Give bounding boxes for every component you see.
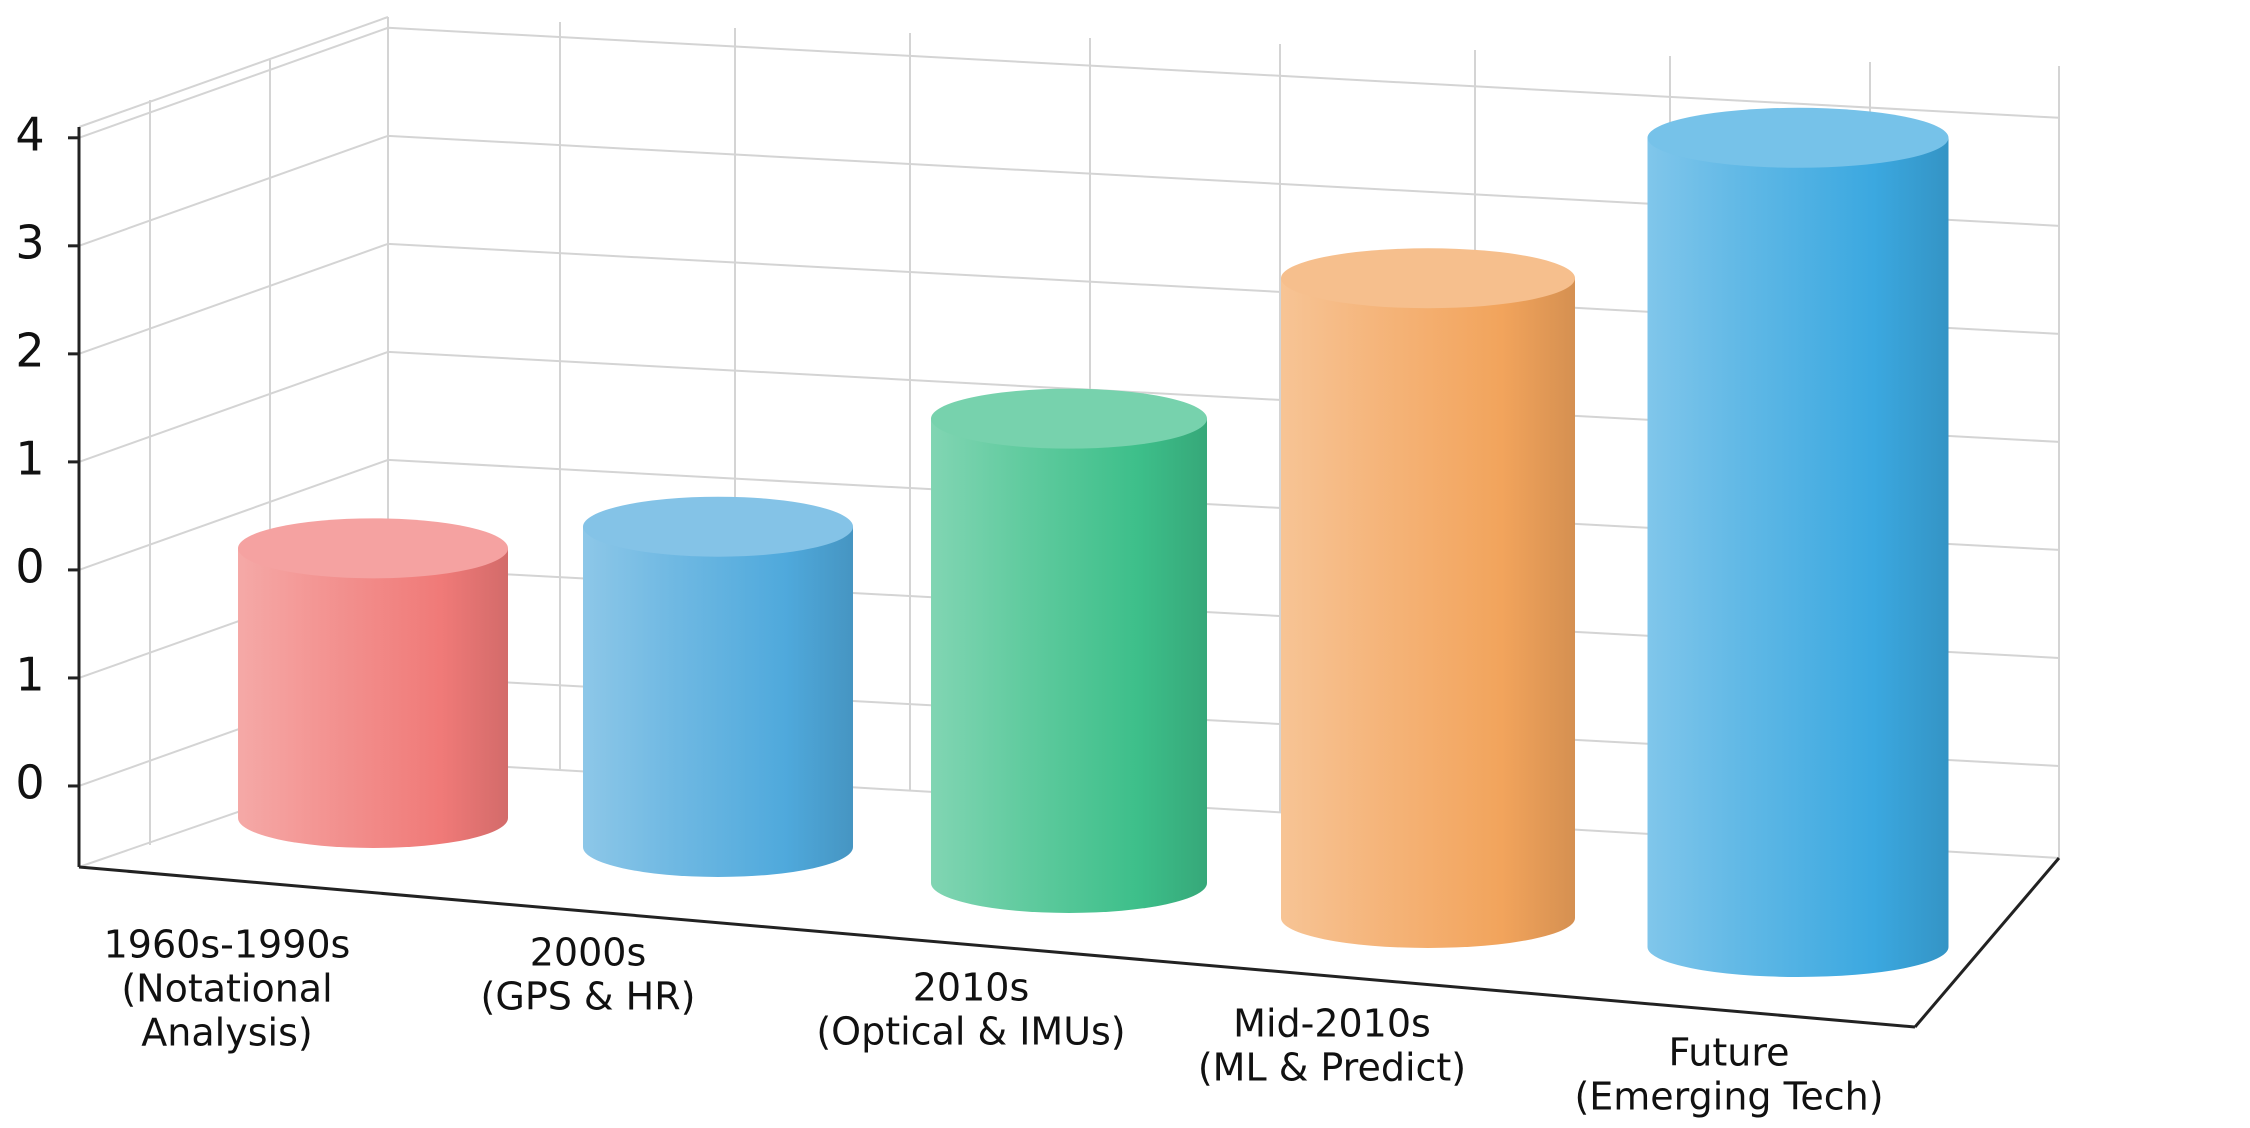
x-tick-label: 1960s-1990s	[104, 923, 351, 967]
cylinder-top	[1647, 107, 1949, 168]
floor-right-edge	[1913, 857, 2061, 1028]
cylinder-top	[1281, 248, 1575, 309]
bars	[238, 107, 1949, 977]
x-tick-label: 2010s	[913, 966, 1030, 1010]
y-tick-label: 0	[15, 755, 44, 809]
x-tick-label: Future	[1668, 1031, 1789, 1075]
cylinder-bar	[238, 548, 508, 848]
floor-front-edge	[78, 865, 1916, 1029]
cylinder-top	[583, 496, 853, 557]
cylinder-bar	[1281, 278, 1575, 949]
x-tick-label: Mid-2010s	[1233, 1002, 1431, 1046]
y-tick-label: 3	[15, 215, 44, 269]
x-tick-label: (ML & Predict)	[1198, 1046, 1466, 1090]
axes	[77, 127, 2061, 1029]
x-tick-label: (Emerging Tech)	[1574, 1075, 1883, 1119]
x-tick-label: (Notational	[121, 967, 332, 1011]
cylinder-bar	[931, 418, 1207, 913]
cylinder-bar	[1647, 137, 1949, 977]
x-tick-label: 2000s	[530, 931, 647, 975]
y-tick-label: 1	[15, 647, 44, 701]
grid-line	[78, 26, 2060, 139]
cylinder-bar	[583, 526, 853, 877]
y-tick-label: 0	[15, 539, 44, 593]
y-tick-label: 1	[15, 431, 44, 485]
cylinder-top	[238, 518, 508, 579]
cylinder-top	[931, 388, 1207, 449]
grid-line	[78, 134, 2060, 247]
x-tick-label: Analysis)	[141, 1011, 312, 1055]
x-tick-label: (GPS & HR)	[481, 975, 696, 1019]
y-ticks: 0 1 0 1 2 3 4	[15, 107, 79, 809]
x-tick-label: (Optical & IMUs)	[816, 1010, 1125, 1054]
y-tick-label: 4	[15, 107, 44, 161]
side-wall-top	[78, 16, 389, 128]
y-tick-label: 2	[15, 323, 44, 377]
